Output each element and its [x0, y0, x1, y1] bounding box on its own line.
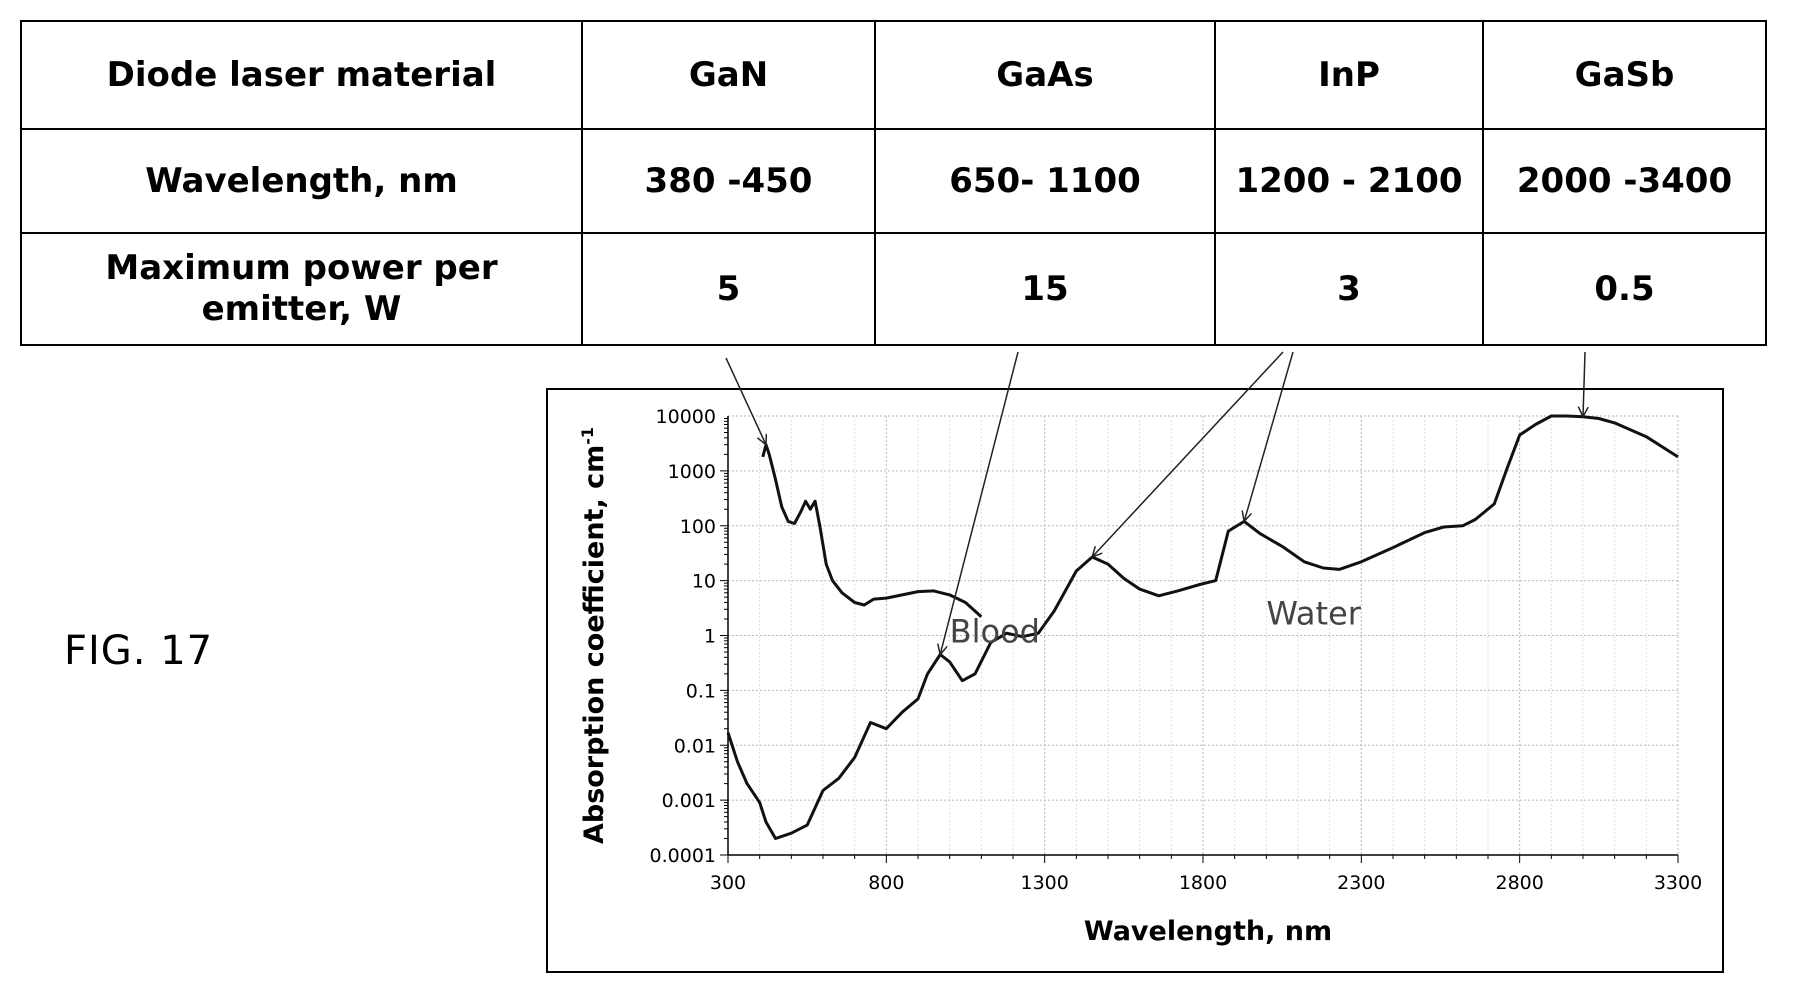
header-cell-gan: GaN	[581, 20, 876, 130]
figure-label: FIG. 17	[64, 628, 214, 674]
table-header-row: Diode laser material GaN GaAs InP GaSb	[20, 20, 1767, 130]
cell-power-inp: 3	[1214, 232, 1484, 346]
row-label-wavelength: Wavelength, nm	[20, 128, 583, 234]
header-cell-material: Diode laser material	[20, 20, 583, 130]
cell-wavelength-inp: 1200 - 2100	[1214, 128, 1484, 234]
laser-material-table: Diode laser material GaN GaAs InP GaSb W…	[20, 20, 1767, 346]
cell-power-gan: 5	[581, 232, 876, 346]
cell-wavelength-gaas: 650- 1100	[874, 128, 1216, 234]
header-cell-gasb: GaSb	[1482, 20, 1767, 130]
header-cell-inp: InP	[1214, 20, 1484, 130]
cell-wavelength-gasb: 2000 -3400	[1482, 128, 1767, 234]
cell-power-gaas: 15	[874, 232, 1216, 346]
table-row-power: Maximum power per emitter, W 5 15 3 0.5	[20, 232, 1767, 346]
cell-wavelength-gan: 380 -450	[581, 128, 876, 234]
header-cell-gaas: GaAs	[874, 20, 1216, 130]
cell-power-gasb: 0.5	[1482, 232, 1767, 346]
row-label-power: Maximum power per emitter, W	[20, 232, 583, 346]
chart-frame	[546, 388, 1724, 973]
table-row-wavelength: Wavelength, nm 380 -450 650- 1100 1200 -…	[20, 128, 1767, 234]
